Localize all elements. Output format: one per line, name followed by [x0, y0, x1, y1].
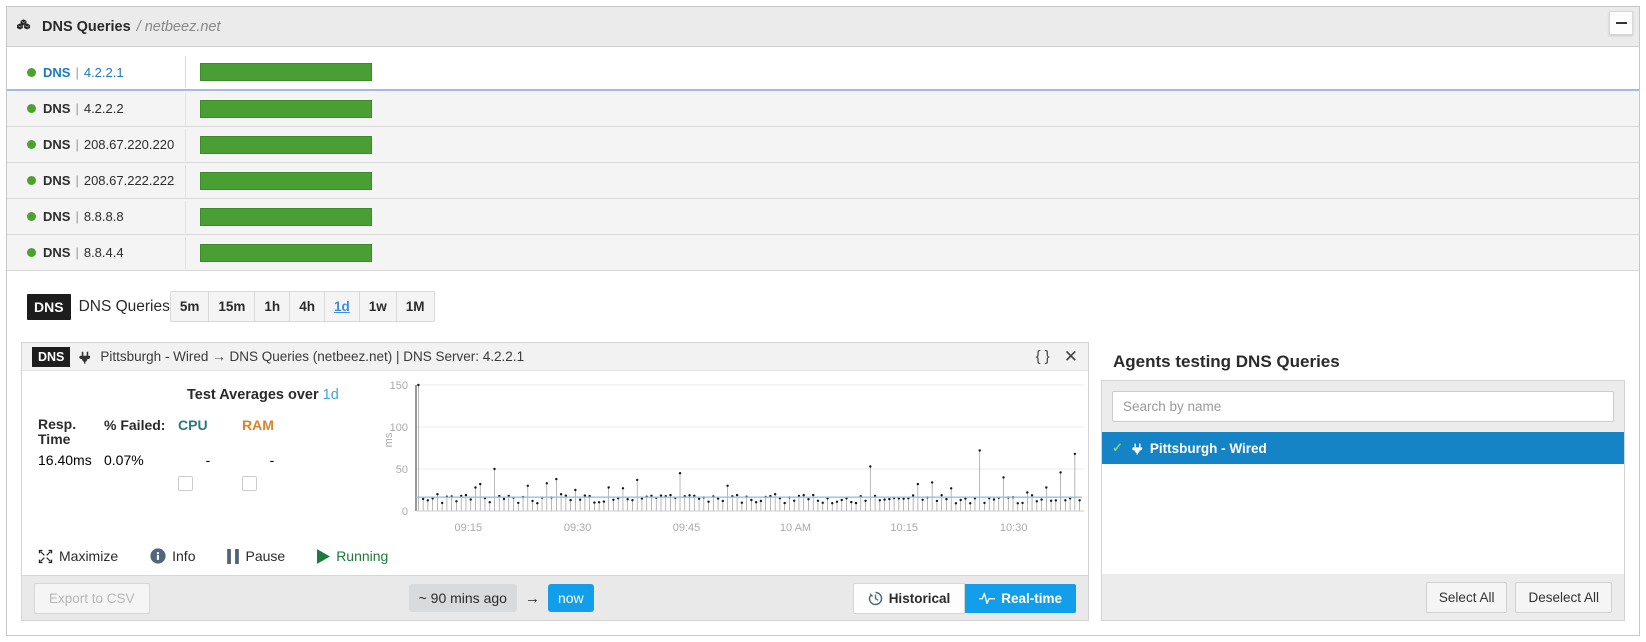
svg-text:10:30: 10:30 — [1000, 522, 1028, 534]
svg-text:150: 150 — [390, 380, 408, 392]
svg-text:10 AM: 10 AM — [780, 522, 811, 534]
svg-text:50: 50 — [396, 464, 408, 476]
svg-text:0: 0 — [402, 506, 408, 518]
svg-text:09:30: 09:30 — [564, 522, 592, 534]
svg-text:100: 100 — [390, 422, 408, 434]
svg-text:ms: ms — [383, 432, 395, 447]
svg-text:10:15: 10:15 — [890, 522, 918, 534]
svg-text:09:45: 09:45 — [673, 522, 701, 534]
svg-text:09:15: 09:15 — [455, 522, 483, 534]
